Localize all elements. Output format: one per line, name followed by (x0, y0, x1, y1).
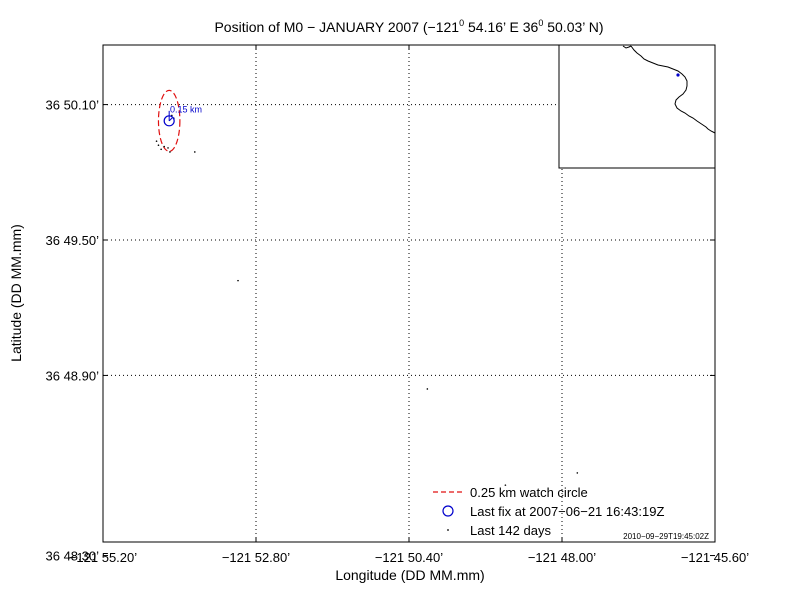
x-ticks: −121 55.20’ −121 52.80’ −121 50.40’ −121 48… (69, 45, 749, 565)
y-tick-label: 36 48.30’ (46, 549, 100, 564)
grid-lines (103, 45, 715, 542)
history-point (426, 388, 429, 390)
history-point (160, 148, 162, 151)
x-tick-label: −121 45.60’ (681, 550, 749, 565)
x-tick-label: −121 55.20’ (69, 550, 137, 565)
plot-frame (102, 44, 716, 543)
watch-circle (157, 89, 181, 152)
inset-position-marker (676, 73, 680, 77)
history-point (155, 140, 158, 142)
last-fix-tick (168, 117, 173, 122)
chart-title: Position of M0 − JANUARY 2007 (−1210 54.… (214, 18, 603, 35)
legend: 0.25 km watch circle Last fix at 2007−06… (433, 485, 664, 538)
legend-last-fix-swatch (442, 505, 454, 517)
legend-last-days-swatch (447, 529, 449, 531)
inset-coastline (630, 45, 716, 134)
y-tick-label: 36 50.10’ (46, 98, 100, 113)
radius-annotation: 0.15 km (170, 105, 202, 115)
x-tick-label: −121 50.40’ (375, 550, 443, 565)
y-tick-label: 36 49.50’ (46, 233, 100, 248)
history-point (194, 151, 196, 153)
history-point (167, 147, 169, 149)
legend-last-days-label: Last 142 days (470, 523, 551, 538)
y-axis-label: Latitude (DD MM.mm) (8, 224, 24, 362)
history-point (163, 145, 165, 148)
timestamp: 2010−09−29T19:45:02Z (623, 532, 709, 541)
history-point (157, 144, 160, 147)
inset-map (558, 44, 716, 169)
data-marks: 0.15 km (155, 89, 579, 486)
legend-last-fix-label: Last fix at 2007−06−21 16:43:19Z (470, 504, 664, 519)
history-point (237, 279, 239, 282)
legend-watch-circle-label: 0.25 km watch circle (470, 485, 588, 500)
history-point (169, 151, 171, 153)
x-axis-label: Longitude (DD MM.mm) (335, 567, 484, 583)
history-point (576, 472, 579, 474)
history-point (504, 484, 507, 486)
x-tick-label: −121 52.80’ (222, 550, 290, 565)
x-tick-label: −121 48.00’ (528, 550, 596, 565)
y-tick-label: 36 48.90’ (46, 368, 100, 383)
y-ticks: 36 48.30’ 36 48.90’ 36 49.50’ 36 50.10’ (46, 98, 715, 564)
inset-coastline-north (622, 45, 632, 49)
